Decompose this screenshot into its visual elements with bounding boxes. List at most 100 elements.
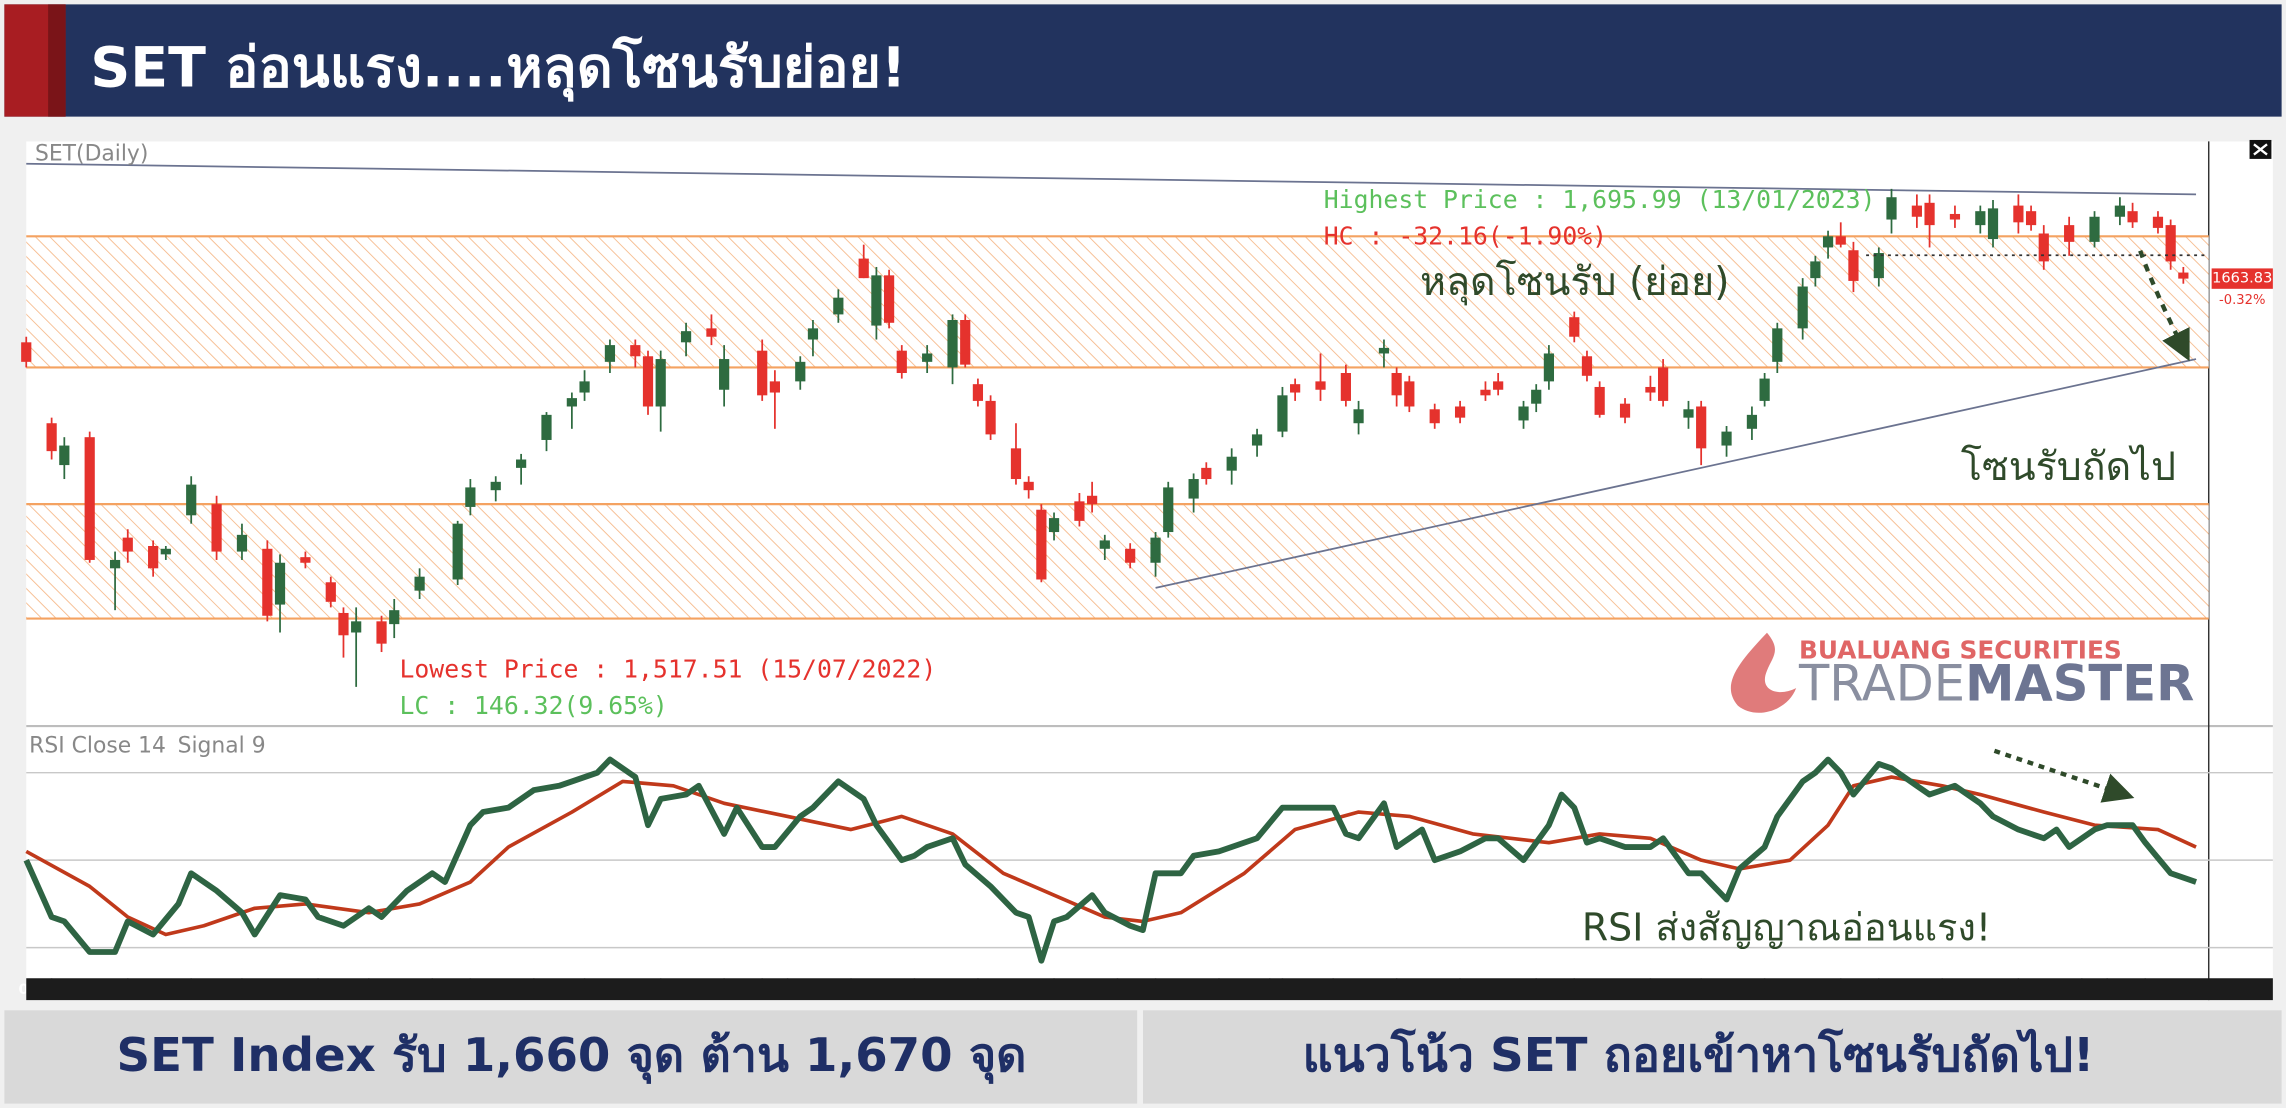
candle-body [757, 350, 768, 396]
candle-body [211, 504, 222, 552]
candle-body [1201, 467, 1212, 480]
candle-body [1683, 409, 1694, 418]
candle-body [1188, 479, 1199, 499]
candle-body [1987, 208, 1999, 240]
candle-body [1036, 509, 1047, 580]
footer-right-text: แนวโน้ว SET ถอยเข้าหาโซนรับถัดไป! [1303, 1027, 2095, 1083]
candle-body [1658, 367, 1669, 401]
candle-body [1391, 373, 1402, 396]
candle-body [896, 350, 907, 374]
candle-body [452, 523, 463, 580]
candle-body [1023, 481, 1034, 491]
x-axis-bar [26, 978, 2273, 1001]
candle-body [21, 342, 32, 362]
watermark-brand-a: TRADE [1798, 654, 1965, 712]
candle-body [1810, 261, 1821, 279]
candle-body [579, 381, 590, 393]
rsi-arrow [1993, 748, 2135, 803]
candle-body [300, 557, 311, 563]
candle-body [1251, 434, 1263, 446]
candle-body [883, 275, 895, 323]
candle-body [1822, 236, 1834, 248]
candle-body [1010, 448, 1022, 480]
footer-left-box [4, 1010, 1138, 1104]
candle-body [1163, 487, 1174, 533]
candle-body [1404, 381, 1415, 407]
candle-body [655, 359, 666, 407]
candle-body [1873, 253, 1884, 279]
candle-body [1518, 406, 1529, 421]
candle-body [2152, 216, 2164, 228]
break-arrow [2138, 250, 2190, 362]
candle-body [1429, 409, 1440, 424]
candle-body [465, 487, 476, 507]
candle-body [376, 621, 387, 644]
candle-body [1645, 386, 1656, 393]
candle-body [642, 356, 654, 407]
candle-body [236, 534, 248, 552]
candle-body [274, 562, 286, 605]
candle-body [84, 437, 95, 560]
candle-body [1150, 537, 1161, 563]
candle-body [1277, 395, 1288, 432]
watermark-company: BUALUANG SECURITIES [1799, 636, 2122, 665]
candle-body [2127, 211, 2138, 223]
footer-left-text: SET Index รับ 1,660 จุด ต้าน 1,670 จุด [117, 1029, 1027, 1084]
price-panel: 1663.83 -0.32% [21, 162, 2273, 687]
support-zone [26, 504, 2209, 619]
candle-body [1531, 389, 1542, 404]
candle-body [325, 582, 336, 602]
header-title: SET อ่อนแรง....หลุดโซนรับย่อย! [90, 36, 906, 103]
rsi-annotation: RSI ส่งสัญญาณอ่อนแรง! [1582, 906, 1991, 950]
header-bar [4, 4, 2282, 117]
candle-body [490, 481, 501, 491]
candle-body [1099, 540, 1110, 549]
lc-annotation: LC : 146.32(9.65%) [399, 691, 667, 720]
candle-body [2165, 225, 2176, 262]
candle-body [2064, 225, 2075, 242]
header-accent-dark [48, 4, 66, 117]
candle-body [769, 381, 780, 393]
candle-body [1721, 431, 1732, 446]
candle-body [186, 484, 197, 516]
candle-body [1048, 518, 1060, 533]
candle-body [1759, 378, 1770, 401]
candle-body [1594, 386, 1605, 415]
candle-body [389, 610, 400, 625]
candle-body [947, 319, 958, 368]
candle-body [680, 331, 692, 343]
candle-body [2025, 211, 2037, 226]
candle-body [1696, 406, 1707, 449]
watermark-brand-b: MASTER [1965, 654, 2194, 712]
candle-body [871, 275, 882, 326]
last-price-tag [2211, 268, 2273, 289]
candle-body [985, 400, 996, 435]
candle-body [1378, 347, 1390, 354]
candle-body [972, 384, 984, 401]
candle-body [960, 319, 971, 365]
candle-body [1569, 317, 1580, 337]
candle-body [1619, 403, 1631, 418]
candle-body [1074, 501, 1085, 521]
trendline [26, 162, 2197, 196]
candle-body [122, 537, 133, 552]
candle-body [1924, 202, 1935, 226]
candle-body [1290, 384, 1301, 393]
candle-body [1835, 236, 1846, 245]
candle-body [833, 297, 844, 315]
candle-body [2089, 216, 2100, 242]
candle-body [262, 548, 273, 616]
candle-body [1226, 456, 1237, 471]
candle-body [2013, 205, 2024, 223]
candle-body [706, 328, 717, 337]
candle-body [414, 576, 425, 591]
logo-mark [1730, 632, 1797, 713]
candle-body [59, 445, 70, 466]
candle-body [1353, 409, 1364, 424]
rsi-legend: RSI Close 14 Signal 9 [29, 733, 265, 758]
rsi-line [23, 756, 2197, 964]
candle-body [516, 459, 527, 468]
candle-body [1746, 414, 1758, 429]
candle-body [1772, 328, 1783, 362]
